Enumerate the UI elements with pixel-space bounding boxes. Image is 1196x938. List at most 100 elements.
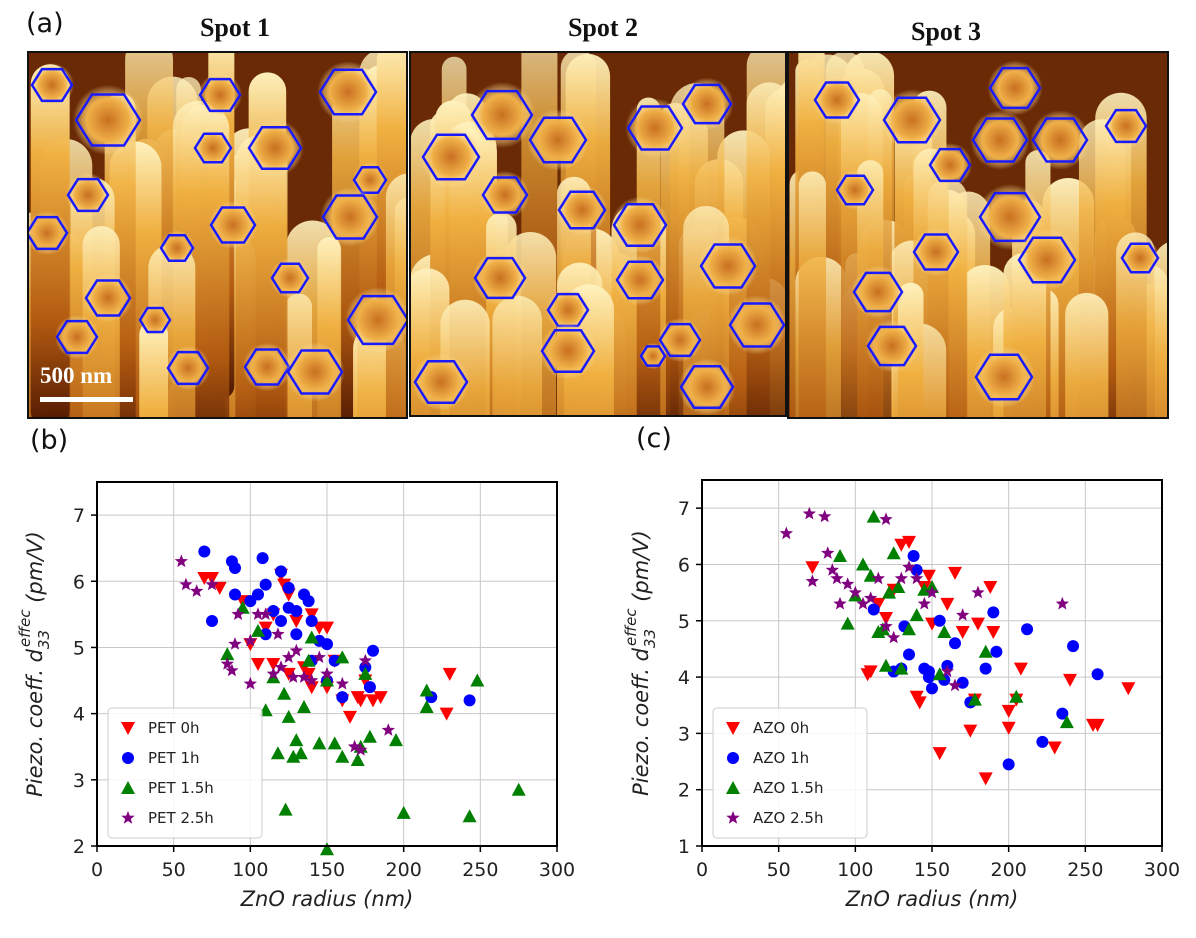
afm-tip — [658, 318, 702, 362]
hexagon — [159, 234, 195, 262]
point — [882, 585, 897, 599]
point — [971, 617, 985, 631]
legend-label: AZO 1.5h — [753, 779, 823, 797]
legend-marker — [122, 752, 134, 764]
point — [251, 607, 265, 620]
point — [1001, 721, 1016, 735]
afm-tip — [83, 273, 133, 323]
hexagon — [1017, 236, 1077, 284]
y-tick-label: 6 — [73, 571, 85, 593]
hexagon — [55, 319, 99, 355]
hexagon — [540, 329, 596, 373]
point — [259, 607, 273, 620]
point — [986, 626, 1001, 639]
hexagon — [1120, 242, 1160, 274]
point — [805, 561, 820, 575]
hexagon — [612, 203, 668, 247]
legend-label: PET 1.5h — [148, 779, 214, 797]
scatter-chart: 0 50 100 150 200 250 300 2 3 4 5 6 7 ZnO radius (nm) P… — [16, 425, 575, 911]
legend-box — [712, 707, 868, 839]
y-tick-label: 3 — [73, 770, 85, 792]
hexagon — [481, 176, 529, 214]
point — [389, 733, 403, 747]
point — [174, 554, 188, 568]
point — [1013, 662, 1028, 676]
point — [220, 647, 235, 661]
point — [229, 588, 241, 601]
point — [256, 552, 269, 565]
legend-label: AZO 2.5h — [753, 809, 823, 827]
point — [271, 627, 285, 640]
point — [277, 686, 292, 700]
point — [1063, 673, 1077, 687]
afm-tip — [678, 358, 736, 416]
point — [328, 654, 341, 667]
point — [887, 630, 901, 644]
point — [266, 658, 281, 671]
point — [1047, 741, 1062, 755]
x-tick-label: 250 — [462, 859, 498, 881]
legend-label: PET 1h — [148, 749, 200, 767]
point — [902, 535, 916, 549]
afm-tip — [1120, 238, 1160, 278]
point — [335, 749, 350, 763]
x-tick-label: 200 — [991, 859, 1027, 881]
legend-label: PET 0h — [148, 719, 200, 737]
point — [275, 614, 287, 627]
point — [274, 660, 288, 673]
x-tick-label: 50 — [767, 859, 791, 881]
hexagon — [286, 349, 344, 395]
point — [231, 607, 245, 620]
point — [305, 673, 319, 687]
legend-box — [107, 707, 263, 839]
legend-marker — [121, 781, 135, 794]
afm-tip — [317, 61, 379, 123]
x-tick-label: 100 — [232, 859, 268, 881]
point — [321, 638, 333, 651]
point — [983, 581, 998, 594]
afm-tip — [835, 170, 875, 210]
legend-marker — [726, 781, 740, 794]
hexagon — [413, 360, 469, 404]
hexagon — [318, 68, 378, 116]
point — [439, 707, 454, 721]
point — [902, 622, 916, 636]
afm-column — [492, 295, 543, 416]
x-tick-label: 300 — [1144, 859, 1180, 881]
point — [258, 621, 273, 635]
afm-tip — [345, 287, 407, 353]
afm-tip — [546, 288, 590, 332]
point — [278, 802, 293, 816]
hexagon — [852, 271, 904, 313]
point — [266, 666, 280, 680]
afm-tip — [727, 295, 786, 355]
point — [243, 638, 258, 652]
point — [864, 591, 878, 604]
point — [833, 596, 847, 610]
afm-image — [28, 52, 407, 418]
point — [805, 574, 820, 587]
x-tick-label: 0 — [696, 859, 708, 881]
point — [1059, 715, 1074, 729]
afm-tip — [55, 315, 99, 359]
point — [312, 650, 326, 663]
afm-tip — [30, 63, 74, 107]
point — [879, 512, 893, 526]
point — [336, 691, 349, 704]
point — [286, 670, 300, 683]
spot-title: Spot 1 — [200, 13, 270, 42]
panel-label: (b) — [30, 425, 68, 456]
afm-tip — [812, 75, 862, 125]
hexagon — [974, 353, 1034, 401]
hexagon — [557, 190, 607, 230]
point — [366, 694, 380, 708]
afm-tip — [270, 258, 310, 298]
point — [225, 663, 239, 677]
afm-column — [798, 171, 826, 418]
point — [848, 585, 862, 599]
point — [856, 596, 870, 610]
point — [909, 608, 924, 622]
legend-marker — [121, 811, 135, 824]
point — [320, 666, 334, 680]
afm-tip — [527, 109, 589, 171]
